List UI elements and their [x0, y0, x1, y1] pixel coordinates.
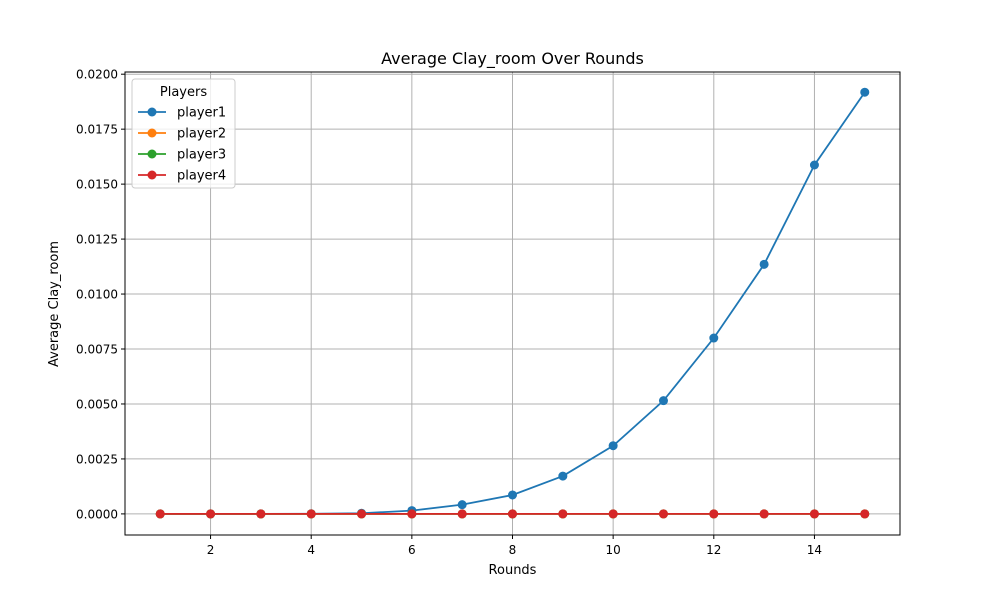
- data-point-player1: [860, 87, 870, 97]
- y-tick-label: 0.0025: [76, 452, 118, 466]
- x-tick-label: 4: [307, 543, 315, 557]
- data-point-player4: [709, 509, 719, 519]
- y-axis-ticks: 0.0000 0.0025 0.0050 0.0075 0.0100 0.0125 0.01…: [76, 68, 125, 521]
- data-point-player4: [860, 509, 870, 519]
- chart-title: Average Clay_room Over Rounds: [381, 49, 644, 69]
- data-point-player4: [306, 509, 316, 519]
- x-tick-label: 2: [207, 543, 215, 557]
- y-tick-label: 0.0075: [76, 343, 118, 357]
- data-point-player4: [155, 509, 165, 519]
- data-point-player4: [206, 509, 216, 519]
- data-point-player4: [457, 509, 467, 519]
- data-point-player1: [608, 441, 618, 451]
- y-tick-label: 0.0200: [76, 68, 118, 82]
- x-tick-label: 10: [606, 543, 621, 557]
- legend-label: player1: [177, 106, 226, 121]
- legend-label: player3: [177, 148, 226, 163]
- x-tick-label: 14: [807, 543, 822, 557]
- x-tick-label: 8: [509, 543, 517, 557]
- data-point-player1: [658, 396, 668, 406]
- series-lines: [155, 87, 870, 519]
- data-point-player4: [508, 509, 517, 519]
- y-axis-label: Average Clay_room: [47, 241, 62, 367]
- y-tick-label: 0.0100: [76, 288, 118, 302]
- data-point-player4: [608, 509, 618, 519]
- data-point-player4: [558, 509, 568, 519]
- data-point-player1: [558, 471, 568, 481]
- legend-item-player2: player2: [138, 127, 226, 142]
- legend-marker-icon: [147, 128, 157, 138]
- x-axis-ticks: 2 4 6 8 10 12 14: [207, 535, 822, 557]
- y-tick-label: 0.0000: [76, 507, 118, 521]
- data-point-player4: [658, 509, 668, 519]
- legend-label: player4: [177, 169, 226, 184]
- y-tick-label: 0.0050: [76, 397, 118, 411]
- data-point-player4: [407, 509, 417, 519]
- data-point-player1: [759, 259, 769, 269]
- legend-item-player4: player4: [138, 169, 226, 184]
- data-point-player4: [809, 509, 819, 519]
- data-point-player1: [809, 160, 819, 170]
- legend-box: [131, 78, 236, 189]
- legend-marker-icon: [147, 149, 157, 159]
- y-tick-label: 0.0150: [76, 178, 118, 192]
- legend-item-player1: player1: [138, 106, 226, 121]
- x-tick-label: 12: [706, 543, 721, 557]
- series-player4: [155, 509, 870, 519]
- legend-marker-icon: [147, 107, 157, 117]
- data-point-player1: [508, 490, 517, 500]
- data-point-player4: [256, 509, 266, 519]
- data-point-player4: [357, 509, 367, 519]
- legend-marker-icon: [147, 170, 157, 180]
- legend: Players player1 player2 player3 player4: [131, 78, 236, 189]
- legend-item-player3: player3: [138, 148, 226, 163]
- legend-title: Players: [160, 85, 207, 100]
- x-tick-label: 6: [408, 543, 416, 557]
- y-tick-label: 0.0125: [76, 233, 118, 247]
- data-point-player1: [457, 500, 467, 510]
- x-axis-label: Rounds: [489, 563, 537, 578]
- y-tick-label: 0.0175: [76, 123, 118, 137]
- legend-label: player2: [177, 127, 226, 142]
- data-point-player1: [709, 333, 719, 343]
- data-point-player4: [759, 509, 769, 519]
